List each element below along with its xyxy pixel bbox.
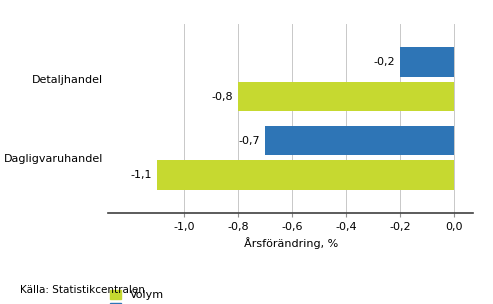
Bar bbox=[265, 126, 455, 155]
Text: -1,1: -1,1 bbox=[130, 170, 152, 180]
Bar bbox=[157, 160, 455, 190]
Text: -0,8: -0,8 bbox=[211, 92, 233, 102]
Bar bbox=[400, 47, 455, 77]
Bar bbox=[238, 82, 455, 112]
Legend: Volym, Värde: Volym, Värde bbox=[110, 290, 165, 304]
X-axis label: Årsförändring, %: Årsförändring, % bbox=[244, 237, 338, 249]
Text: -0,7: -0,7 bbox=[238, 136, 260, 146]
Text: Källa: Statistikcentralen: Källa: Statistikcentralen bbox=[20, 285, 144, 295]
Text: -0,2: -0,2 bbox=[373, 57, 395, 67]
